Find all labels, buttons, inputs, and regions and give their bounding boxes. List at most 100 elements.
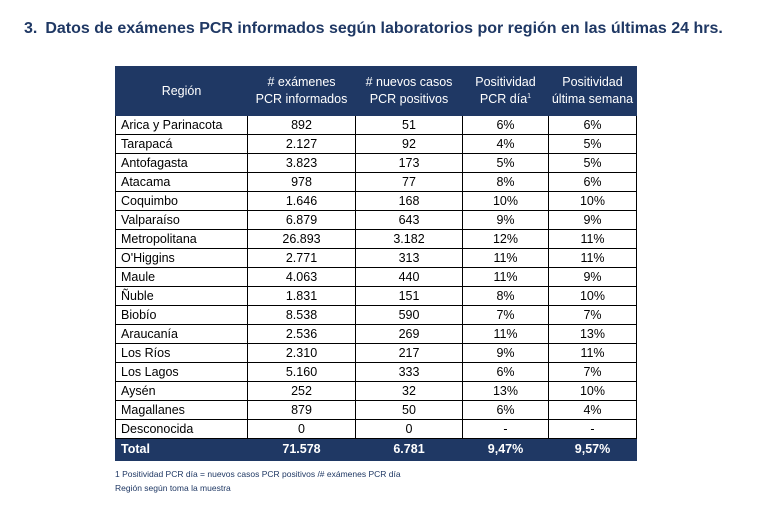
cell-positividad-semana: 7% — [548, 362, 637, 382]
cell-casos: 77 — [355, 172, 463, 192]
cell-examenes: 2.310 — [247, 343, 356, 363]
header-examenes: # exámenes PCR informados — [247, 66, 356, 116]
cell-examenes: 26.893 — [247, 229, 356, 249]
cell-casos: 217 — [355, 343, 463, 363]
cell-positividad-dia: 11% — [462, 267, 549, 287]
table-row: Atacama 978 77 8% 6% — [115, 172, 637, 192]
cell-examenes: 1.646 — [247, 191, 356, 211]
cell-positividad-dia: 7% — [462, 305, 549, 325]
cell-region: Antofagasta — [115, 153, 248, 173]
cell-positividad-dia: 11% — [462, 324, 549, 344]
cell-region: Metropolitana — [115, 229, 248, 249]
table-row: Biobío 8.538 590 7% 7% — [115, 305, 637, 325]
total-positividad-semana: 9,57% — [548, 438, 637, 461]
cell-region: Magallanes — [115, 400, 248, 420]
cell-positividad-dia: - — [462, 419, 549, 439]
cell-positividad-dia: 8% — [462, 172, 549, 192]
total-row: Total 71.578 6.781 9,47% 9,57% — [115, 438, 637, 461]
table-row: Antofagasta 3.823 173 5% 5% — [115, 153, 637, 173]
cell-region: Valparaíso — [115, 210, 248, 230]
table-row: Arica y Parinacota 892 51 6% 6% — [115, 115, 637, 135]
cell-positividad-semana: 10% — [548, 191, 637, 211]
cell-examenes: 879 — [247, 400, 356, 420]
cell-examenes: 5.160 — [247, 362, 356, 382]
cell-region: Coquimbo — [115, 191, 248, 211]
cell-positividad-semana: - — [548, 419, 637, 439]
cell-examenes: 4.063 — [247, 267, 356, 287]
cell-region: Atacama — [115, 172, 248, 192]
cell-positividad-semana: 5% — [548, 134, 637, 154]
cell-positividad-semana: 10% — [548, 381, 637, 401]
cell-positividad-semana: 5% — [548, 153, 637, 173]
cell-examenes: 2.771 — [247, 248, 356, 268]
cell-casos: 643 — [355, 210, 463, 230]
table-row: Coquimbo 1.646 168 10% 10% — [115, 191, 637, 211]
total-examenes: 71.578 — [247, 438, 356, 461]
cell-positividad-dia: 10% — [462, 191, 549, 211]
pcr-table: Región # exámenes PCR informados # nuevos… — [115, 66, 637, 461]
cell-examenes: 892 — [247, 115, 356, 135]
table-row: Araucanía 2.536 269 11% 13% — [115, 324, 637, 344]
cell-positividad-semana: 7% — [548, 305, 637, 325]
cell-examenes: 2.536 — [247, 324, 356, 344]
cell-positividad-semana: 9% — [548, 267, 637, 287]
cell-positividad-semana: 6% — [548, 172, 637, 192]
table-row: Valparaíso 6.879 643 9% 9% — [115, 210, 637, 230]
cell-examenes: 2.127 — [247, 134, 356, 154]
footnote-marker: 1 — [527, 92, 532, 100]
cell-region: Los Lagos — [115, 362, 248, 382]
cell-region: Araucanía — [115, 324, 248, 344]
cell-positividad-semana: 11% — [548, 229, 637, 249]
table-row: Los Lagos 5.160 333 6% 7% — [115, 362, 637, 382]
cell-region: Desconocida — [115, 419, 248, 439]
header-region: Región — [115, 66, 248, 116]
cell-casos: 151 — [355, 286, 463, 306]
cell-positividad-dia: 6% — [462, 400, 549, 420]
cell-positividad-dia: 9% — [462, 343, 549, 363]
table-row: Magallanes 879 50 6% 4% — [115, 400, 637, 420]
cell-positividad-semana: 10% — [548, 286, 637, 306]
cell-positividad-semana: 11% — [548, 343, 637, 363]
cell-region: Maule — [115, 267, 248, 287]
cell-region: Ñuble — [115, 286, 248, 306]
header-casos: # nuevos casos PCR positivos — [355, 66, 463, 116]
cell-examenes: 1.831 — [247, 286, 356, 306]
cell-region: Tarapacá — [115, 134, 248, 154]
cell-examenes: 6.879 — [247, 210, 356, 230]
cell-region: Biobío — [115, 305, 248, 325]
cell-casos: 313 — [355, 248, 463, 268]
cell-region: Arica y Parinacota — [115, 115, 248, 135]
cell-examenes: 3.823 — [247, 153, 356, 173]
cell-positividad-dia: 12% — [462, 229, 549, 249]
cell-casos: 173 — [355, 153, 463, 173]
cell-positividad-dia: 4% — [462, 134, 549, 154]
cell-casos: 0 — [355, 419, 463, 439]
section-title-text: Datos de exámenes PCR informados según l… — [45, 20, 723, 37]
cell-positividad-semana: 4% — [548, 400, 637, 420]
table-row: Aysén 252 32 13% 10% — [115, 381, 637, 401]
region-note: Región según toma la muestra — [115, 483, 231, 493]
cell-positividad-semana: 11% — [548, 248, 637, 268]
cell-casos: 50 — [355, 400, 463, 420]
cell-region: Aysén — [115, 381, 248, 401]
cell-casos: 590 — [355, 305, 463, 325]
cell-positividad-dia: 11% — [462, 248, 549, 268]
cell-examenes: 8.538 — [247, 305, 356, 325]
cell-casos: 168 — [355, 191, 463, 211]
table-row: Tarapacá 2.127 92 4% 5% — [115, 134, 637, 154]
footnote-text: 1 Positividad PCR día = nuevos casos PCR… — [115, 469, 401, 479]
cell-positividad-dia: 6% — [462, 115, 549, 135]
cell-casos: 51 — [355, 115, 463, 135]
table-row: Los Ríos 2.310 217 9% 11% — [115, 343, 637, 363]
cell-examenes: 252 — [247, 381, 356, 401]
cell-casos: 3.182 — [355, 229, 463, 249]
table-row: Metropolitana 26.893 3.182 12% 11% — [115, 229, 637, 249]
total-positividad-dia: 9,47% — [462, 438, 549, 461]
cell-positividad-semana: 9% — [548, 210, 637, 230]
cell-casos: 32 — [355, 381, 463, 401]
cell-positividad-semana: 13% — [548, 324, 637, 344]
total-label: Total — [115, 438, 248, 461]
header-positividad-dia: Positividad PCR día1 — [462, 66, 549, 116]
table-row: Desconocida 0 0- - — [115, 419, 637, 439]
cell-casos: 440 — [355, 267, 463, 287]
